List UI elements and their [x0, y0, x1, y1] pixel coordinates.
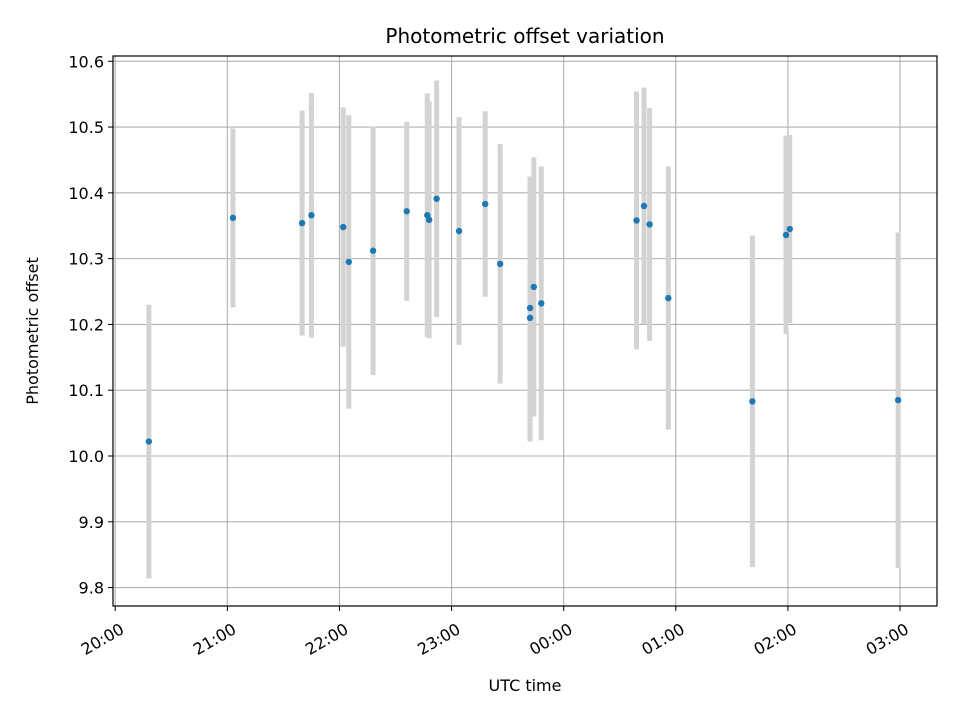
- plot-frame: [112, 55, 938, 607]
- data-point: [455, 227, 463, 235]
- data-point: [403, 208, 410, 215]
- data-point: [530, 283, 537, 291]
- chart-title: Photometric offset variation: [385, 24, 664, 48]
- x-tick-label: 21:00: [190, 619, 239, 659]
- data-point: [433, 195, 440, 202]
- y-tick-label: 9.8: [79, 579, 104, 598]
- point-layer: [145, 195, 902, 445]
- y-tick-label: 10.2: [68, 315, 104, 334]
- y-tick-label: 10.0: [68, 447, 104, 466]
- data-point: [308, 212, 315, 219]
- data-point: [646, 221, 653, 228]
- y-tick-label: 10.4: [68, 184, 104, 203]
- x-tick-label: 01:00: [638, 619, 687, 659]
- y-tick-label: 10.3: [68, 250, 104, 269]
- data-point: [782, 231, 790, 239]
- data-point: [526, 314, 534, 322]
- y-axis-label: Photometric offset: [23, 257, 42, 405]
- y-tick-label: 10.1: [68, 381, 104, 400]
- x-tick-label: 02:00: [750, 619, 799, 659]
- data-point: [633, 217, 640, 224]
- y-tick-label: 10.6: [68, 52, 104, 71]
- data-point: [665, 294, 672, 302]
- y-tick-label: 9.9: [79, 513, 104, 532]
- data-point: [369, 247, 377, 254]
- data-point: [298, 219, 306, 227]
- data-point: [345, 258, 353, 266]
- data-point: [640, 202, 648, 210]
- data-point: [339, 223, 347, 231]
- data-point: [496, 260, 504, 268]
- grid-layer: [113, 56, 937, 606]
- x-tick-label: 03:00: [863, 619, 912, 659]
- x-axis-label: UTC time: [489, 676, 562, 695]
- data-point: [538, 300, 545, 307]
- data-point: [482, 200, 489, 208]
- x-tick-label: 23:00: [414, 619, 463, 659]
- y-tick-label: 10.5: [68, 118, 104, 137]
- data-point: [786, 225, 793, 233]
- x-tick-label: 20:00: [78, 619, 127, 659]
- data-point: [894, 396, 902, 404]
- errorbar-layer: [146, 80, 901, 579]
- data-point: [526, 304, 534, 312]
- data-point: [425, 216, 433, 224]
- x-tick-label: 00:00: [526, 619, 575, 659]
- data-point: [749, 398, 756, 405]
- x-tick-label: 22:00: [302, 619, 351, 659]
- data-point: [145, 438, 153, 445]
- data-point: [229, 214, 237, 222]
